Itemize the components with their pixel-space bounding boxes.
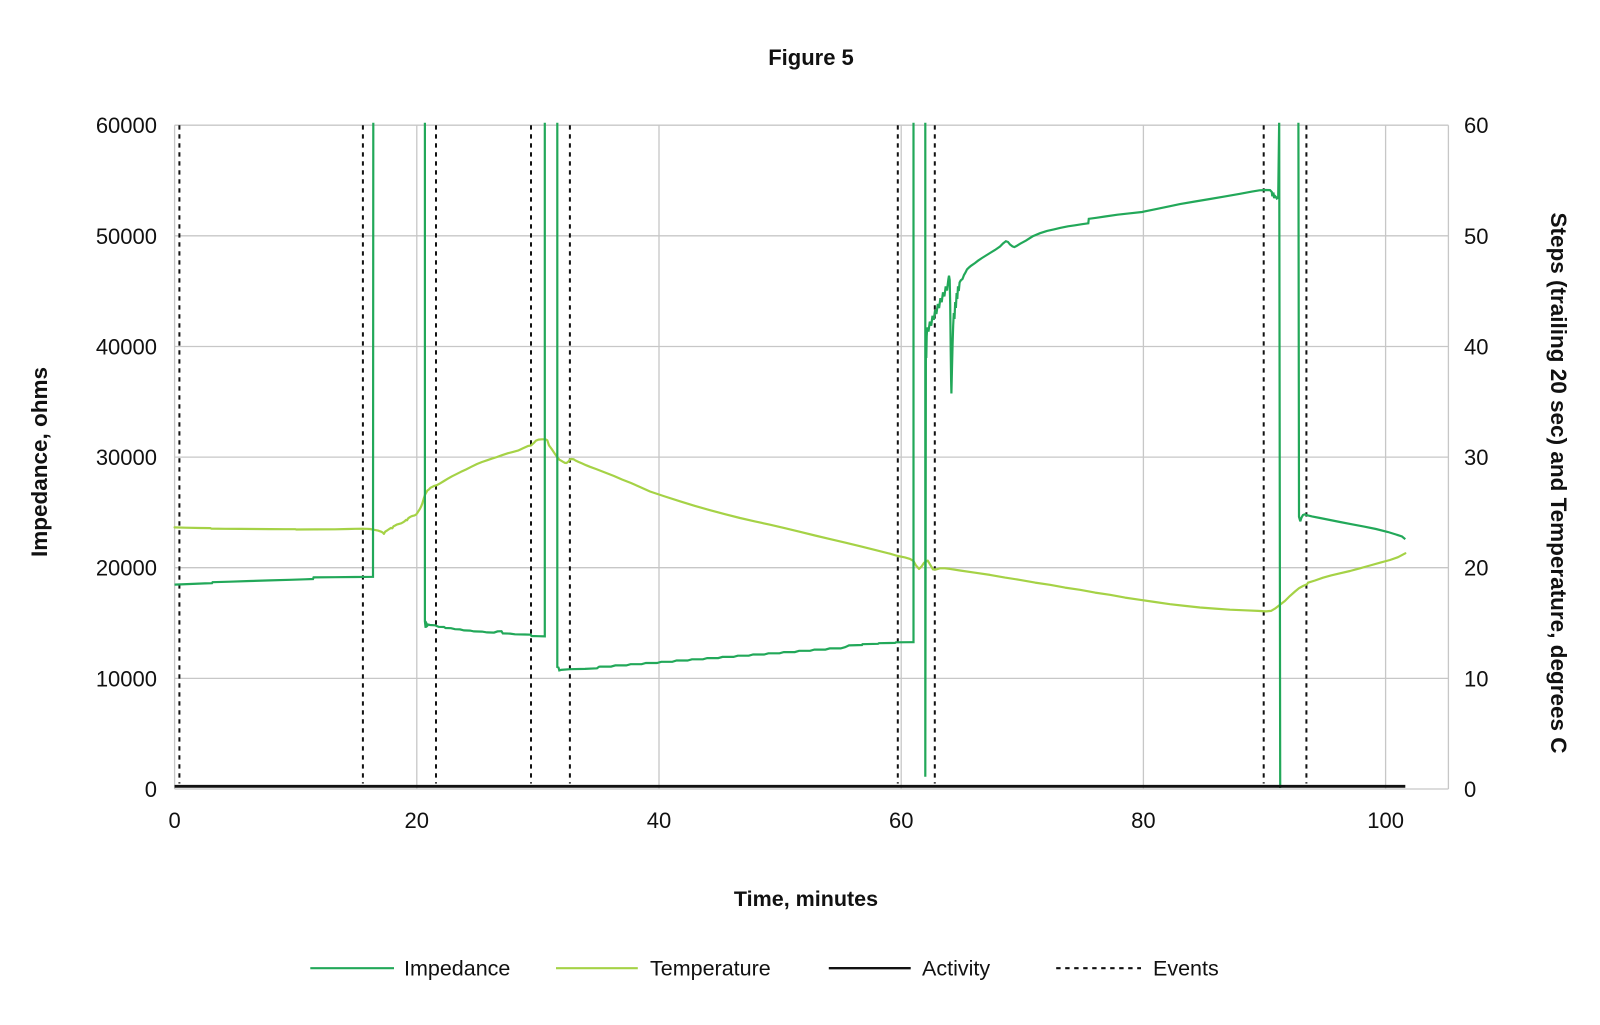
svg-text:Steps (trailing 20 sec) and Te: Steps (trailing 20 sec) and Temperature,… [1546, 212, 1571, 753]
svg-text:100: 100 [1367, 808, 1404, 833]
svg-text:10: 10 [1464, 666, 1488, 691]
svg-text:40000: 40000 [96, 335, 157, 360]
svg-text:20000: 20000 [96, 556, 157, 581]
svg-text:Activity: Activity [922, 957, 990, 981]
svg-text:80: 80 [1131, 808, 1155, 833]
svg-text:50000: 50000 [96, 224, 157, 249]
svg-text:0: 0 [145, 777, 157, 802]
svg-text:0: 0 [1464, 777, 1476, 802]
svg-text:Events: Events [1153, 957, 1219, 981]
svg-text:Temperature: Temperature [650, 957, 771, 981]
svg-text:20: 20 [405, 808, 429, 833]
svg-text:Impedance, ohms: Impedance, ohms [27, 367, 52, 557]
svg-text:60000: 60000 [96, 113, 157, 138]
svg-text:50: 50 [1464, 224, 1488, 249]
svg-text:40: 40 [1464, 335, 1488, 360]
svg-text:20: 20 [1464, 556, 1488, 581]
svg-text:Impedance: Impedance [404, 957, 510, 981]
svg-text:40: 40 [647, 808, 671, 833]
svg-text:10000: 10000 [96, 666, 157, 691]
svg-text:60: 60 [1464, 113, 1488, 138]
svg-text:30: 30 [1464, 445, 1488, 470]
svg-text:30000: 30000 [96, 445, 157, 470]
svg-text:0: 0 [168, 808, 180, 833]
svg-text:Figure 5: Figure 5 [768, 45, 854, 70]
svg-text:60: 60 [889, 808, 913, 833]
svg-text:Time, minutes: Time, minutes [734, 887, 878, 911]
